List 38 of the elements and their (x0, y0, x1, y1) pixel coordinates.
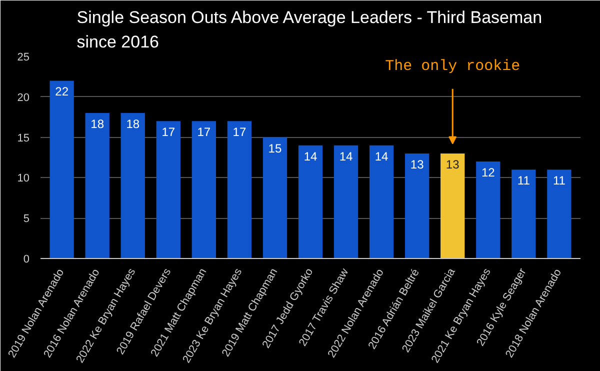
data-label: 17 (197, 125, 211, 140)
y-tick-label: 10 (17, 172, 30, 185)
bar (334, 145, 358, 258)
data-label: 12 (481, 166, 496, 180)
data-label: 22 (55, 84, 69, 99)
data-label: 11 (552, 174, 566, 188)
y-tick-label: 0 (23, 254, 30, 266)
data-label: 15 (268, 141, 282, 156)
bar (405, 153, 430, 258)
bar (50, 80, 74, 258)
bar (440, 153, 465, 258)
bar (192, 121, 216, 258)
data-label: 18 (126, 117, 140, 132)
data-label: 13 (446, 157, 460, 172)
data-label: 14 (339, 149, 354, 164)
bar (120, 113, 145, 258)
y-tick-label: 5 (23, 213, 30, 226)
data-label: 14 (374, 149, 389, 164)
data-label: 14 (304, 149, 318, 164)
y-tick-label: 25 (17, 52, 30, 64)
bar (298, 145, 323, 258)
bar (369, 145, 394, 258)
chart-title: Single Season Outs Above Average Leaders - Third Baseman since 2016 (76, 8, 542, 52)
bar (262, 137, 288, 258)
data-label: 17 (232, 125, 246, 140)
bar (547, 170, 572, 258)
data-label: 13 (410, 157, 424, 172)
bar (512, 170, 536, 258)
y-tick-label: 20 (17, 92, 30, 104)
bar (227, 121, 252, 258)
bar (85, 113, 110, 258)
data-label: 18 (90, 117, 104, 132)
y-tick-label: 15 (17, 132, 30, 144)
data-label: 11 (517, 174, 530, 188)
bar (476, 162, 500, 258)
annotation: The only rookie (385, 58, 520, 76)
bar (156, 121, 180, 258)
data-label: 17 (162, 125, 176, 140)
